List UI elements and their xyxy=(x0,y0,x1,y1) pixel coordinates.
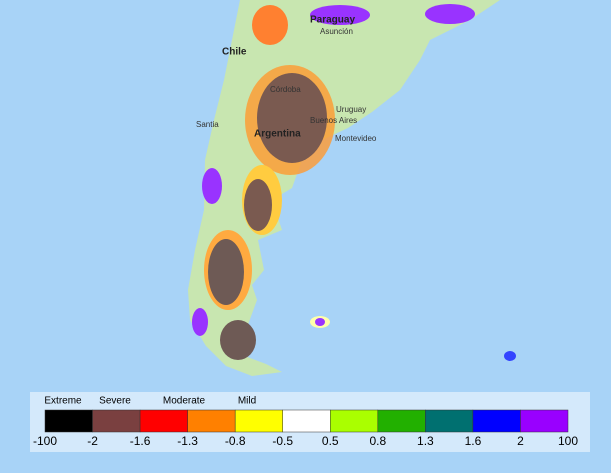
map-label: Santia xyxy=(196,120,219,129)
legend-swatch xyxy=(520,409,569,433)
legend-swatch xyxy=(44,409,93,433)
legend-swatch xyxy=(92,409,141,433)
legend-tick-label: 2 xyxy=(517,434,524,448)
legend-swatch xyxy=(472,409,521,433)
legend: -100 -2 -1.6 -1.3 -0.8 -0.5 0.5 0.8 1.3 1.6 2 100 Ex… xyxy=(30,392,590,452)
legend-tick-label: -2 xyxy=(87,434,98,448)
legend-tick-label: 100 xyxy=(558,434,578,448)
legend-class-label: Severe xyxy=(99,396,131,407)
legend-tick-label: -0.5 xyxy=(272,434,293,448)
legend-tick-label: -100 xyxy=(33,434,57,448)
legend-tick-label: 1.6 xyxy=(465,434,482,448)
legend-class-label: Extreme xyxy=(44,396,82,407)
legend-tick-label: 1.3 xyxy=(417,434,434,448)
map-label: Uruguay xyxy=(336,105,366,114)
legend-tick-label: 0.8 xyxy=(369,434,386,448)
legend-swatch xyxy=(234,409,283,433)
legend-swatch xyxy=(139,409,188,433)
map-label: Córdoba xyxy=(270,85,301,94)
legend-swatch xyxy=(377,409,426,433)
legend-swatch xyxy=(282,409,331,433)
legend-swatch xyxy=(425,409,474,433)
legend-tick-label: -1.3 xyxy=(177,434,198,448)
map-label: Chile xyxy=(222,47,247,58)
map-label: Montevideo xyxy=(335,134,377,143)
legend-tick-label: -1.6 xyxy=(130,434,151,448)
legend-tick-label: 0.5 xyxy=(322,434,339,448)
legend-swatch xyxy=(187,409,236,433)
legend-tick-label: -0.8 xyxy=(225,434,246,448)
map-label: Buenos Aires xyxy=(310,116,357,125)
legend-swatch xyxy=(330,409,379,433)
land xyxy=(188,0,516,376)
map-label: Asunción xyxy=(320,27,353,36)
legend-class-label: Mild xyxy=(238,396,256,407)
map-label: Paraguay xyxy=(310,15,355,26)
map-label: Argentina xyxy=(254,129,301,140)
legend-class-label: Moderate xyxy=(163,396,206,407)
